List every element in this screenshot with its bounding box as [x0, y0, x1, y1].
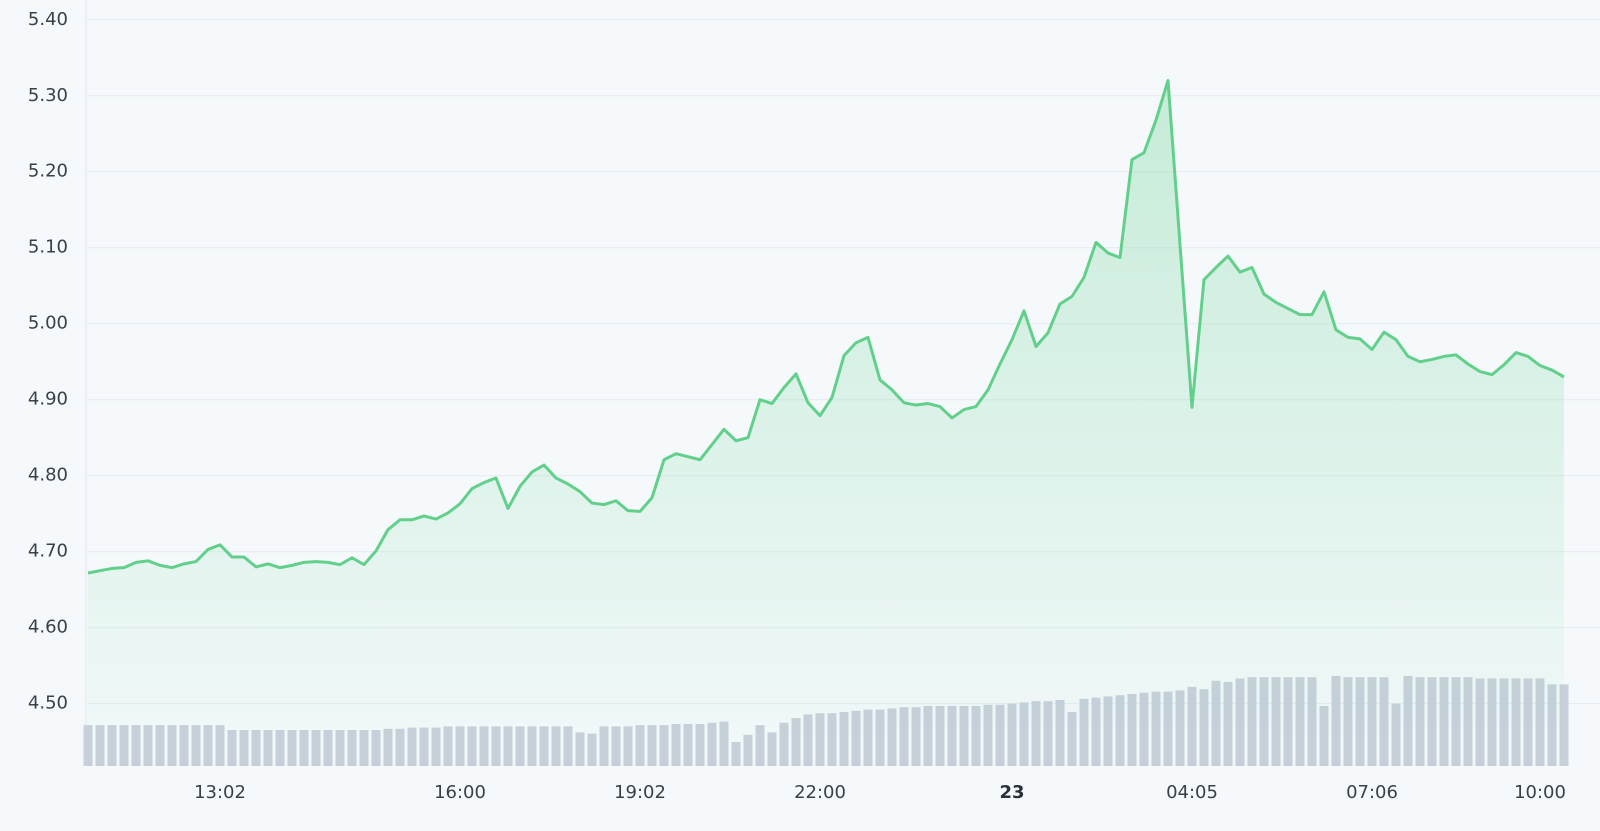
- y-tick-label: 5.40: [28, 9, 68, 30]
- x-tick-label: 22:00: [794, 782, 846, 803]
- y-tick-label: 4.70: [28, 541, 68, 562]
- y-tick-label: 4.90: [28, 389, 68, 410]
- y-tick-label: 4.80: [28, 465, 68, 486]
- y-tick-label: 4.50: [28, 693, 68, 714]
- y-tick-label: 5.20: [28, 161, 68, 182]
- x-tick-label: 04:05: [1166, 782, 1218, 803]
- y-tick-label: 5.30: [28, 85, 68, 106]
- x-tick-label: 19:02: [614, 782, 666, 803]
- y-tick-label: 5.00: [28, 313, 68, 334]
- y-tick-label: 4.60: [28, 617, 68, 638]
- x-tick-label: 07:06: [1346, 782, 1398, 803]
- area: [88, 80, 1564, 767]
- x-tick-label: 10:00: [1514, 782, 1566, 803]
- x-tick-label: 23: [999, 782, 1024, 803]
- price-line: [87, 79, 1565, 575]
- y-tick-label: 5.10: [28, 237, 68, 258]
- x-tick-label: 13:02: [194, 782, 246, 803]
- x-tick-label: 16:00: [434, 782, 486, 803]
